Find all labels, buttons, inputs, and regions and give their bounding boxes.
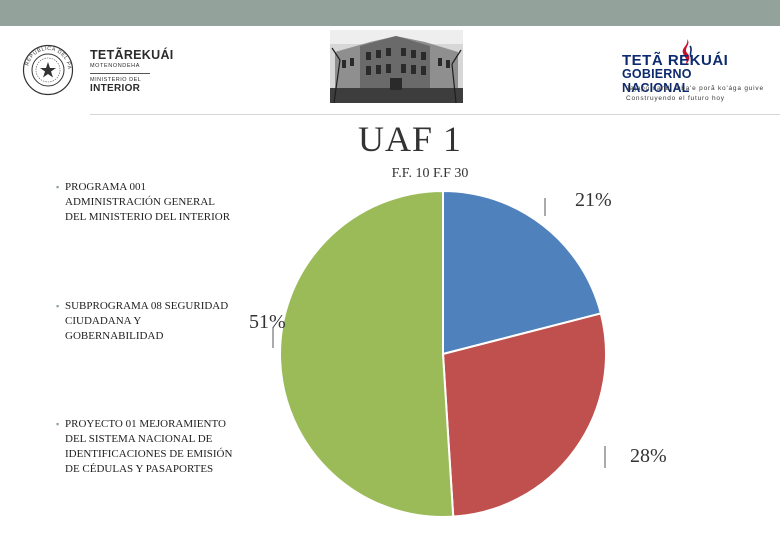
legend-item-subprograma: SUBPROGRAMA 08 SEGURIDAD CIUDADANA Y GOB… — [56, 299, 235, 344]
building-photo — [330, 30, 463, 103]
gov-logo-tagline1: Jajapo nandi mba'e porã ko'ága guive — [626, 85, 764, 92]
data-label-programa: 21% — [575, 189, 612, 211]
logo-divider — [90, 73, 150, 74]
pie-slice-subprograma — [279, 189, 455, 518]
ministry-line1: MINISTERIO DEL — [90, 77, 142, 83]
data-label-proyecto: 28% — [630, 445, 667, 467]
ministry-brand: TETÃREKUÁI — [90, 48, 174, 62]
ministry-line2: INTERIOR — [90, 83, 141, 94]
top-bar — [0, 0, 780, 26]
gov-logo-line1: TETÃ REKUÁI — [622, 52, 729, 69]
flame-icon — [682, 39, 692, 65]
pie-slice-programa — [442, 189, 603, 356]
legend-item-programa: PROGRAMA 001 ADMINISTRACIÓN GENERAL DEL … — [56, 180, 235, 225]
data-label-subprograma: 51% — [249, 311, 286, 333]
government-logo: TETÃ REKUÁI GOBIERNO NACIONAL Jajapo nan… — [620, 38, 763, 114]
national-seal-icon: REPÚBLICA DEL PARAGUAY — [22, 44, 74, 96]
header-divider — [90, 114, 780, 115]
ministry-subtitle: MOTENONDEHA — [90, 63, 140, 69]
chart-subtitle: F.F. 10 F.F 30 — [391, 166, 469, 181]
chart-title: UAF 1 — [357, 119, 463, 159]
ministry-logo: TETÃREKUÁI MOTENONDEHA MINISTERIO DEL IN… — [90, 48, 174, 94]
legend-item-proyecto: PROYECTO 01 MEJORAMIENTO DEL SISTEMA NAC… — [56, 417, 235, 477]
gov-logo-line2: GOBIERNO NACIONAL — [622, 67, 692, 95]
gov-logo-tagline2: Construyendo el futuro hoy — [626, 95, 725, 102]
pie-chart: 21% 28% 51% — [249, 189, 667, 518]
pie-slice-proyecto — [441, 312, 607, 518]
